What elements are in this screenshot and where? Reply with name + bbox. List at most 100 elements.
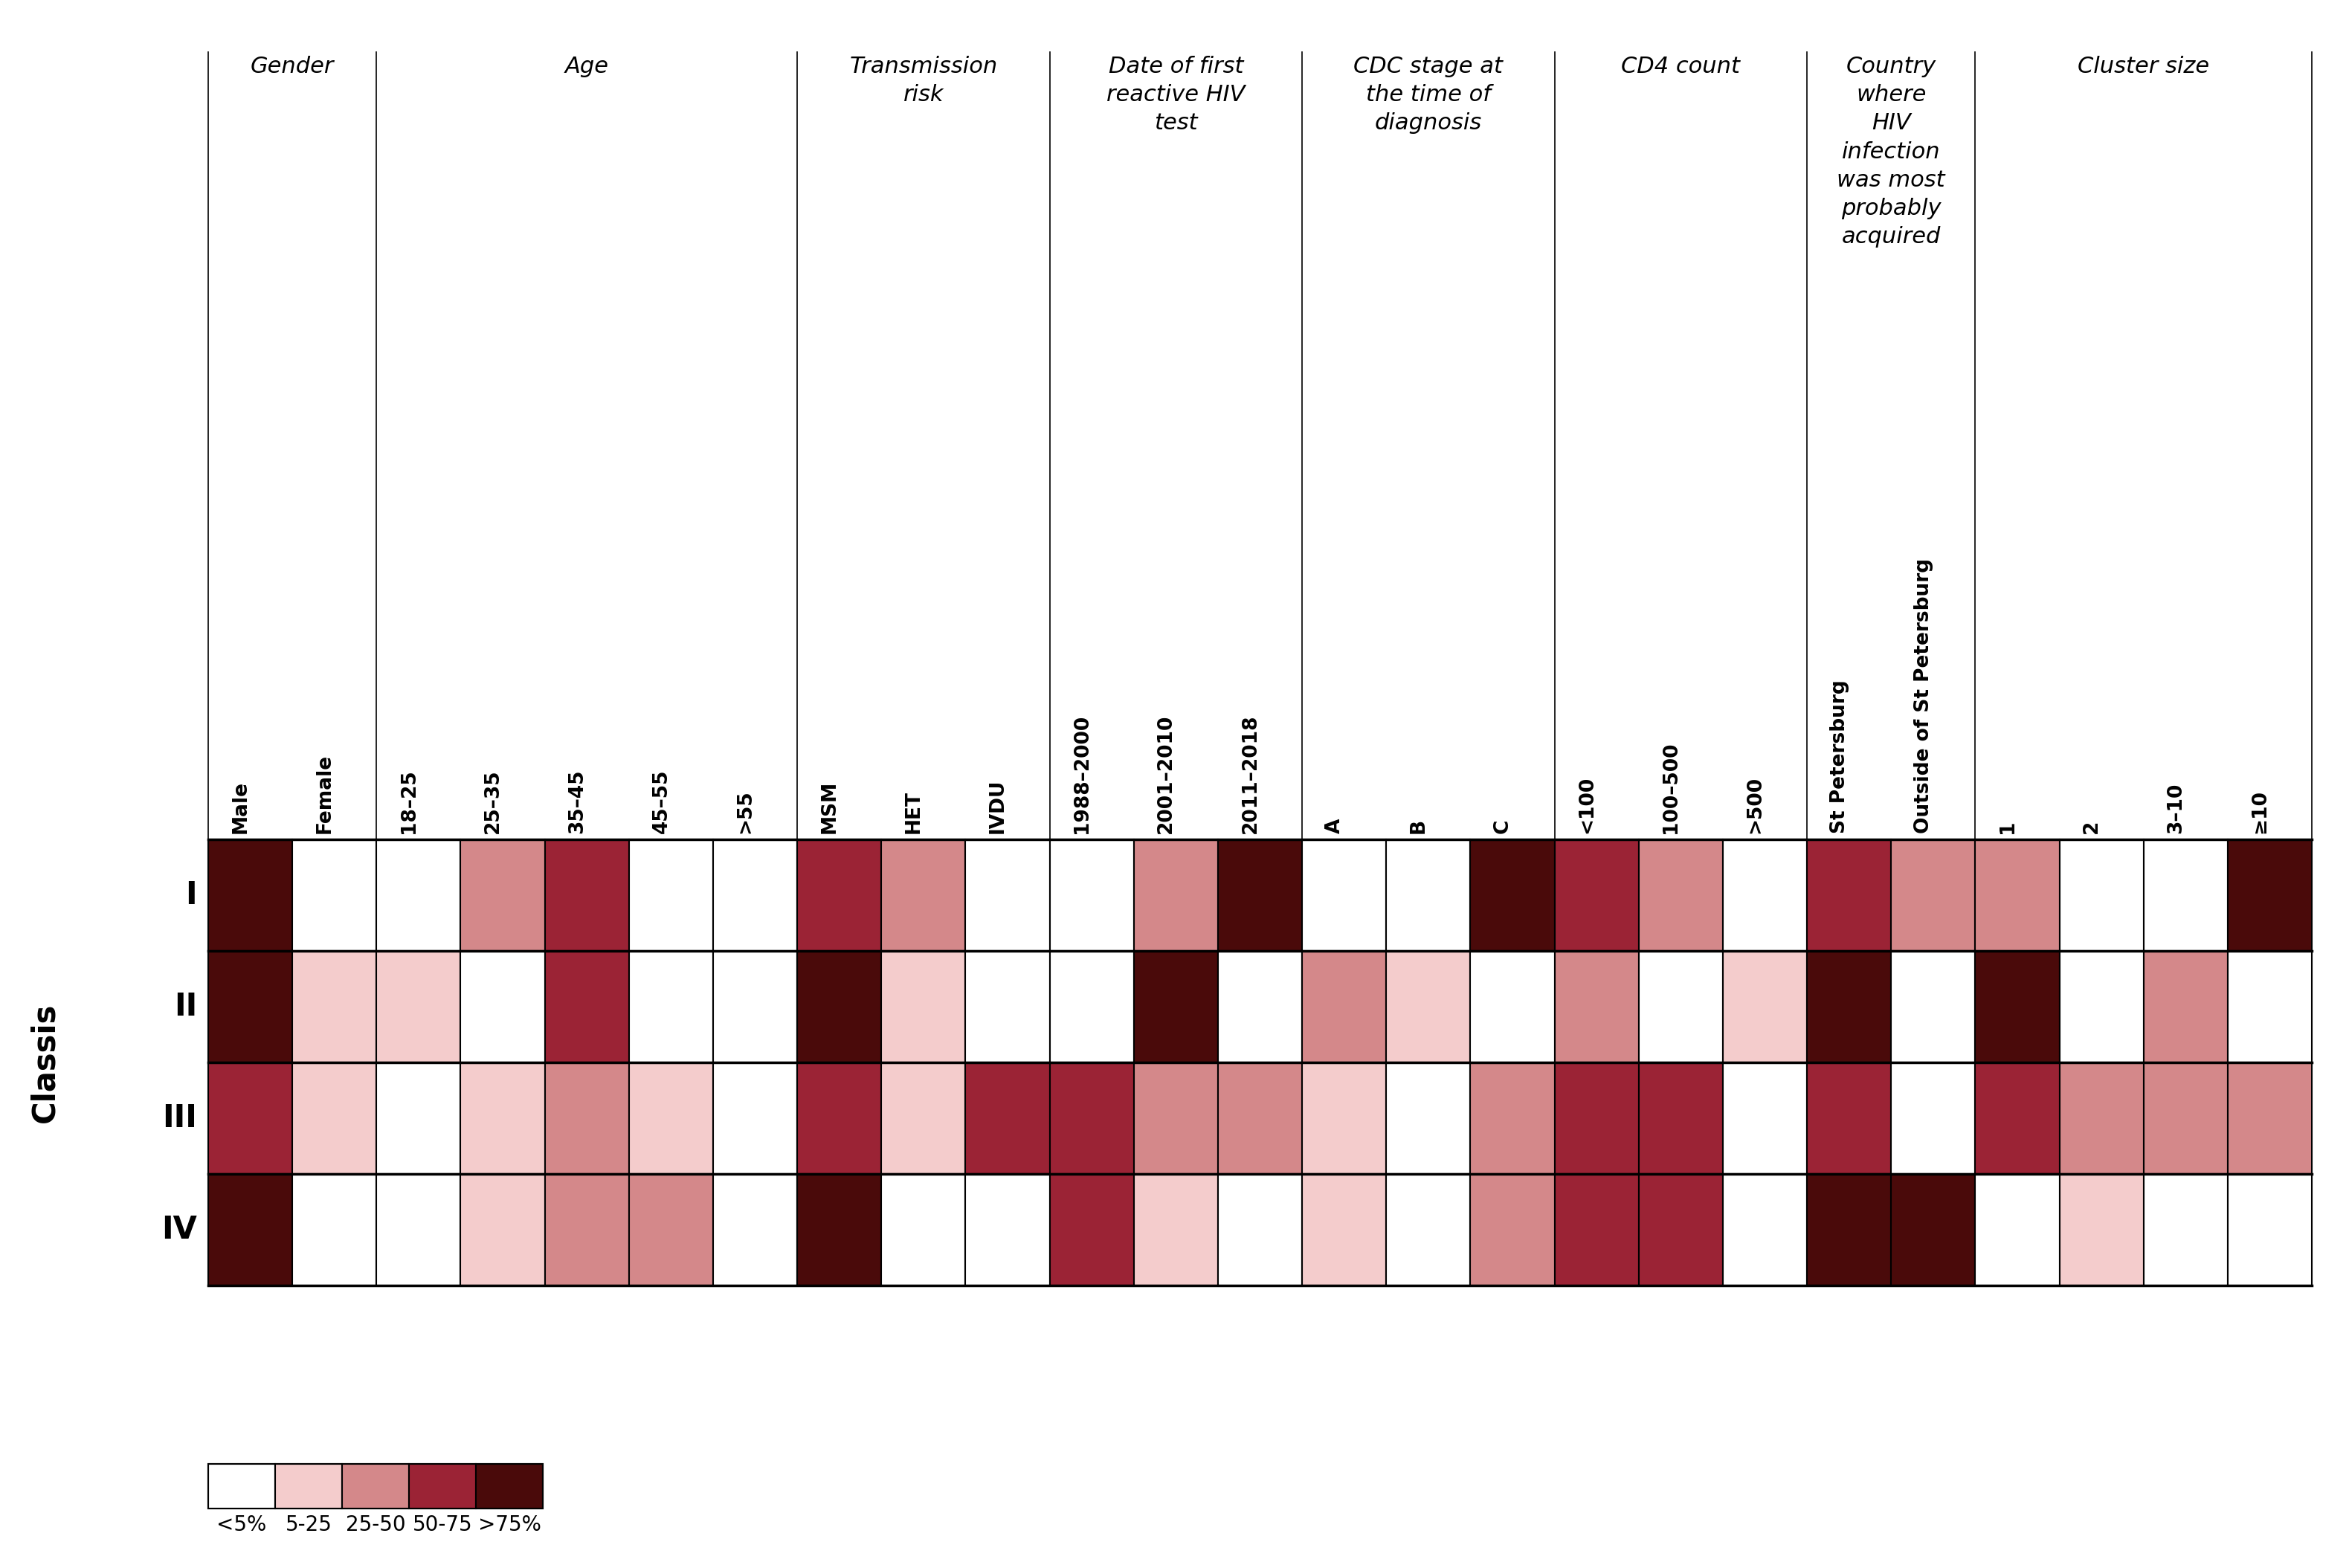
Text: II: II (174, 991, 197, 1022)
Bar (545, 1174, 630, 1286)
Bar (545, 839, 630, 950)
Bar (1722, 839, 1806, 950)
Bar (630, 1174, 714, 1286)
Bar (2060, 1063, 2145, 1174)
Bar (2145, 950, 2227, 1063)
Bar (714, 950, 796, 1063)
Bar (1386, 950, 1470, 1063)
Bar (1976, 950, 2060, 1063)
Bar (2060, 1174, 2145, 1286)
Bar (1976, 1063, 2060, 1174)
Text: 2011–2018: 2011–2018 (1240, 713, 1259, 834)
Bar (376, 1174, 460, 1286)
Bar (714, 1063, 796, 1174)
Bar (1806, 839, 1891, 950)
Text: 50-75: 50-75 (413, 1515, 472, 1535)
Bar (545, 1063, 630, 1174)
Bar (1217, 1174, 1301, 1286)
Text: MSM: MSM (820, 781, 839, 834)
Bar (545, 950, 630, 1063)
Bar (1301, 1063, 1386, 1174)
Bar (1891, 1174, 1976, 1286)
Bar (1806, 1063, 1891, 1174)
Text: Country
where
HIV
infection
was most
probably
acquired: Country where HIV infection was most pro… (1837, 56, 1945, 248)
Text: 2: 2 (2081, 820, 2102, 834)
Bar (1050, 839, 1135, 950)
Bar (2227, 1063, 2311, 1174)
Bar (1555, 839, 1640, 950)
Bar (1891, 950, 1976, 1063)
Bar (796, 950, 881, 1063)
Text: 1988–2000: 1988–2000 (1073, 715, 1092, 834)
Text: 3–10: 3–10 (2166, 782, 2185, 834)
Bar (1722, 1174, 1806, 1286)
Bar (209, 1063, 291, 1174)
Bar (460, 1063, 545, 1174)
Bar (477, 1465, 543, 1508)
Text: Outside of St Petersburg: Outside of St Petersburg (1914, 558, 1933, 834)
Text: 45–55: 45–55 (651, 770, 672, 834)
Bar (1301, 839, 1386, 950)
Bar (291, 1063, 376, 1174)
Text: C: C (1494, 818, 1513, 834)
Bar (881, 839, 965, 950)
Bar (409, 1465, 477, 1508)
Bar (209, 1465, 543, 1508)
Bar (796, 1174, 881, 1286)
Text: III: III (162, 1102, 197, 1134)
Bar (630, 839, 714, 950)
Bar (291, 950, 376, 1063)
Text: 35–45: 35–45 (568, 770, 587, 834)
Bar (376, 839, 460, 950)
Bar (1640, 1174, 1722, 1286)
Bar (2227, 839, 2311, 950)
Bar (376, 950, 460, 1063)
Text: Gender: Gender (251, 56, 334, 77)
Text: CD4 count: CD4 count (1621, 56, 1741, 77)
Bar (1806, 1174, 1891, 1286)
Text: 100–500: 100–500 (1661, 742, 1682, 834)
Bar (1640, 1063, 1722, 1174)
Text: Female: Female (315, 754, 334, 834)
Bar (1470, 950, 1555, 1063)
Text: 25–35: 25–35 (484, 768, 503, 834)
Text: Male: Male (230, 781, 251, 834)
Bar (460, 839, 545, 950)
Text: Age: Age (564, 56, 608, 77)
Bar (1722, 1063, 1806, 1174)
Bar (1891, 1063, 1976, 1174)
Bar (2060, 839, 2145, 950)
Text: St Petersburg: St Petersburg (1830, 679, 1849, 834)
Bar (630, 1063, 714, 1174)
Bar (209, 839, 291, 950)
Text: Transmission
risk: Transmission risk (850, 56, 998, 105)
Bar (1135, 839, 1217, 950)
Bar (291, 1174, 376, 1286)
Text: ≥10: ≥10 (2250, 790, 2269, 834)
Text: CDC stage at
the time of
diagnosis: CDC stage at the time of diagnosis (1353, 56, 1503, 135)
Text: Classis: Classis (28, 1002, 61, 1123)
Bar (291, 839, 376, 950)
Bar (1976, 839, 2060, 950)
Text: I: I (186, 880, 197, 911)
Bar (881, 1063, 965, 1174)
Text: Date of first
reactive HIV
test: Date of first reactive HIV test (1106, 56, 1245, 135)
Bar (1386, 1174, 1470, 1286)
Bar (714, 839, 796, 950)
Bar (1050, 1063, 1135, 1174)
Bar (1470, 1063, 1555, 1174)
Bar (1555, 1174, 1640, 1286)
Bar (1555, 1063, 1640, 1174)
Bar (460, 1174, 545, 1286)
Bar (796, 839, 881, 950)
Text: <5%: <5% (216, 1515, 268, 1535)
Bar (1806, 950, 1891, 1063)
Bar (460, 950, 545, 1063)
Bar (1976, 1174, 2060, 1286)
Text: A: A (1325, 818, 1344, 834)
Text: 5-25: 5-25 (284, 1515, 331, 1535)
Bar (1217, 1063, 1301, 1174)
Bar (965, 839, 1050, 950)
Bar (1386, 1063, 1470, 1174)
Bar (275, 1465, 343, 1508)
